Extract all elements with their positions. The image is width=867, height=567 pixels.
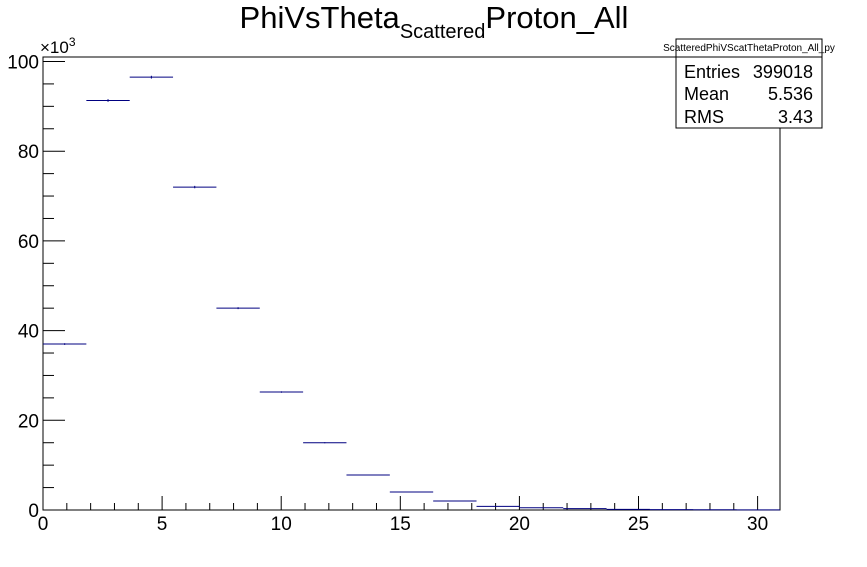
stats-rms-value: 3.43 — [778, 107, 813, 127]
stats-rms-label: RMS — [684, 107, 724, 127]
histogram-bin — [173, 185, 217, 189]
stats-entries-label: Entries — [684, 62, 740, 82]
x-tick-label: 20 — [509, 514, 530, 535]
x-tick-label: 5 — [157, 514, 168, 535]
histogram-bin — [259, 391, 304, 393]
y-tick-label: 60 — [18, 232, 39, 253]
y-tick-label: 0 — [28, 501, 39, 522]
stats-mean-label: Mean — [684, 84, 729, 104]
histogram-bin — [129, 75, 174, 79]
y-tick-label: 40 — [18, 322, 39, 343]
stats-box-frame — [675, 38, 823, 129]
stats-histogram-name: ScatteredPhiVScatThetaProton_All_py — [663, 43, 835, 54]
y-axis-exponent: ×103 — [40, 35, 76, 57]
y-tick-label: 100 — [7, 52, 39, 73]
histogram-bin — [303, 442, 347, 444]
x-tick-label: 10 — [271, 514, 292, 535]
histogram-bin — [86, 99, 130, 102]
stats-box: ScatteredPhiVScatThetaProton_All_py Entr… — [663, 38, 835, 129]
stats-entries-value: 399018 — [753, 62, 813, 82]
x-tick-label: 30 — [747, 514, 768, 535]
x-tick-label: 25 — [628, 514, 649, 535]
histogram-bins — [43, 75, 780, 511]
y-tick-label: 20 — [18, 411, 39, 432]
x-tick-label: 15 — [390, 514, 411, 535]
y-tick-label: 80 — [18, 142, 39, 163]
plot-frame — [42, 56, 781, 511]
histogram-bin — [216, 307, 260, 310]
axes: 0 5 10 15 20 25 30 0 20 40 60 80 100 — [7, 52, 768, 535]
stats-mean-value: 5.536 — [768, 84, 813, 104]
chart-title: PhiVsThetaScatteredProton_All — [240, 0, 629, 43]
histogram-bin — [43, 343, 87, 345]
x-tick-label: 0 — [38, 514, 49, 535]
